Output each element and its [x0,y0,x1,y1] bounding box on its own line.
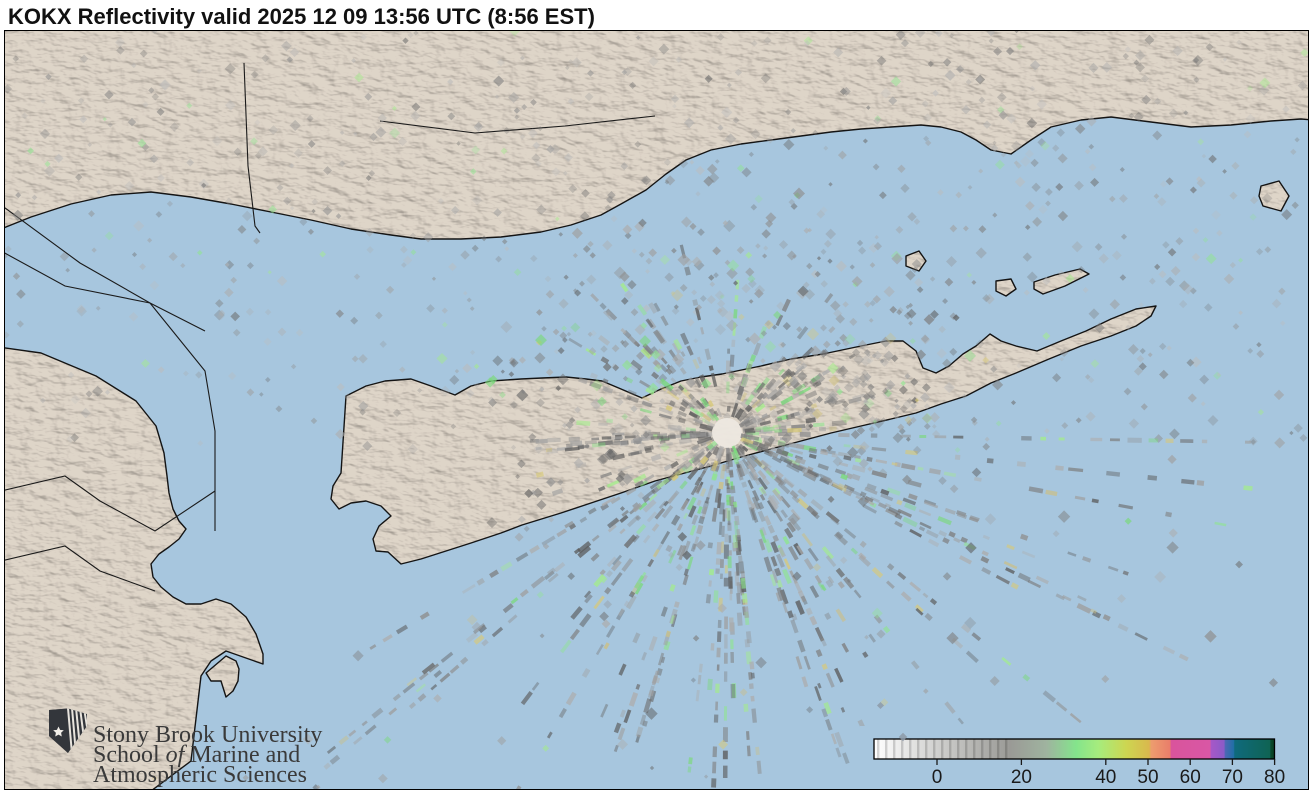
svg-text:40: 40 [1095,767,1116,788]
svg-text:70: 70 [1222,767,1243,788]
svg-text:Atmospheric Sciences: Atmospheric Sciences [93,762,307,788]
svg-text:60: 60 [1180,767,1201,788]
svg-text:80: 80 [1264,767,1285,788]
svg-text:20: 20 [1011,767,1032,788]
svg-text:50: 50 [1137,767,1158,788]
svg-text:0: 0 [932,767,943,788]
